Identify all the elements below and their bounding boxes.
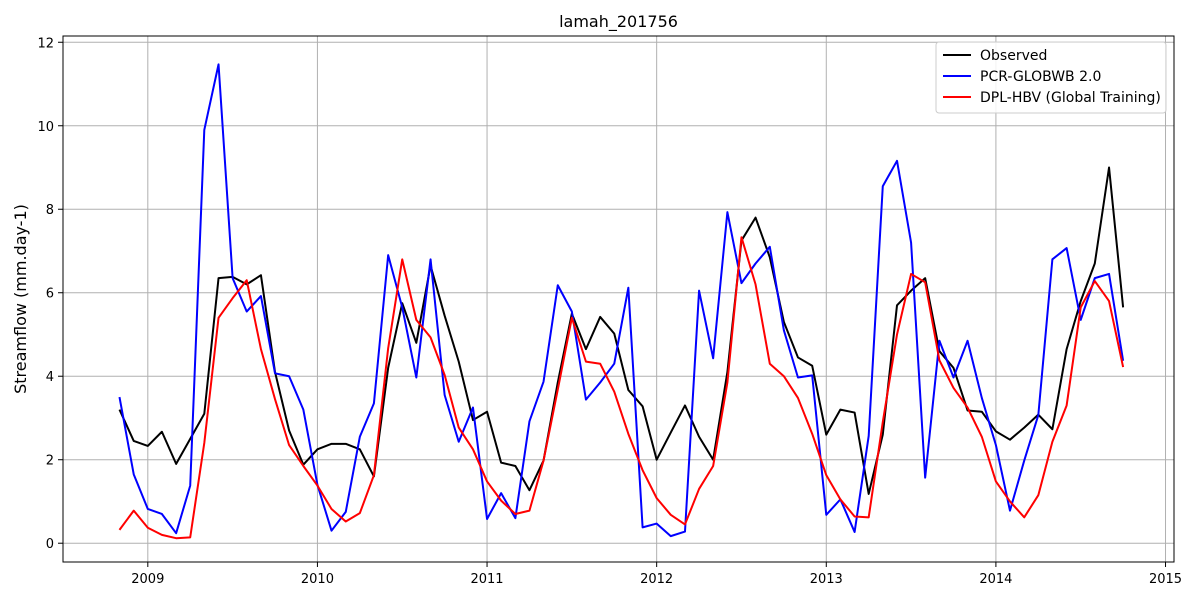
legend-label-pcr-globwb-2-0: PCR-GLOBWB 2.0 <box>980 69 1101 85</box>
y-tick-label: 2 <box>46 454 54 469</box>
x-tick-label: 2014 <box>979 572 1012 587</box>
series-group <box>118 63 1125 540</box>
series-line-dpl-hbv-global-training <box>118 236 1125 540</box>
y-tick-label: 6 <box>46 287 54 302</box>
y-tick-label: 12 <box>37 36 54 51</box>
x-tick-label: 2013 <box>810 572 843 587</box>
y-axis: 0 2 4 6 8 10 12 <box>37 36 63 552</box>
x-tick-label: 2015 <box>1149 572 1182 587</box>
y-tick-label: 10 <box>37 120 54 135</box>
y-tick-label: 4 <box>46 370 54 385</box>
y-tick-label: 8 <box>46 203 54 218</box>
x-axis: 2009 2010 2011 2012 2013 2014 2015 <box>131 562 1182 587</box>
grid <box>63 36 1174 562</box>
y-axis-title: Streamflow (mm.day-1) <box>11 204 30 394</box>
x-tick-label: 2010 <box>301 572 334 587</box>
legend-label-dpl-hbv-global-training: DPL-HBV (Global Training) <box>980 90 1161 106</box>
legend: Observed PCR-GLOBWB 2.0 DPL-HBV (Global Tr… <box>935 41 1167 114</box>
y-tick-label: 0 <box>46 537 54 552</box>
x-tick-label: 2009 <box>131 572 164 587</box>
series-line-observed <box>118 166 1125 495</box>
plot-frame <box>62 35 1175 563</box>
legend-box <box>935 41 1167 114</box>
series-line-pcr-globwb-2-0 <box>118 63 1125 538</box>
x-tick-label: 2011 <box>470 572 503 587</box>
x-tick-label: 2012 <box>640 572 673 587</box>
chart-title: lamah_201756 <box>559 12 678 32</box>
legend-label-observed: Observed <box>980 48 1047 64</box>
